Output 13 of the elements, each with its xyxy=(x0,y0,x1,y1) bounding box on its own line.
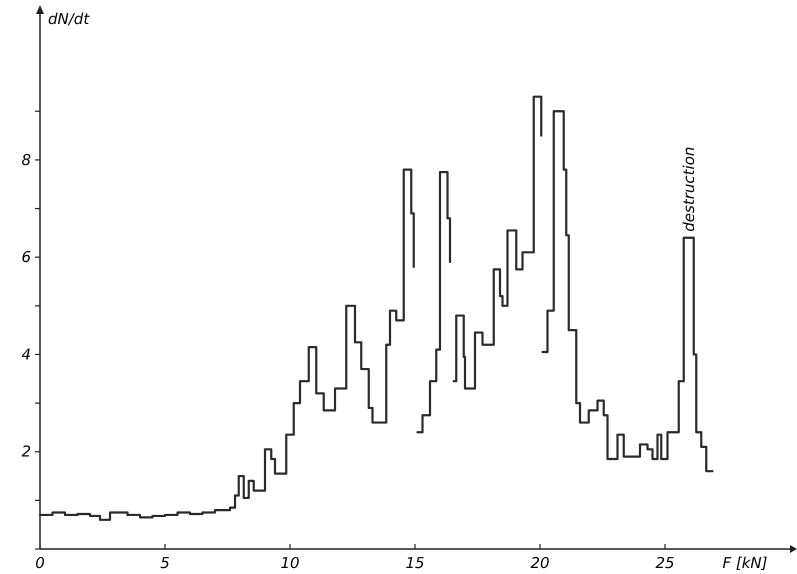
x-axis-title: F [kN] xyxy=(722,554,768,572)
x-tick-label: 25 xyxy=(655,554,675,572)
y-tick-label: 6 xyxy=(21,248,31,266)
y-tick-label: 4 xyxy=(21,345,31,364)
y-tick-label: 2 xyxy=(21,442,31,461)
y-axis-title: dN/dt xyxy=(48,10,90,28)
x-tick-label: 5 xyxy=(160,554,170,572)
x-tick-label: 15 xyxy=(405,554,425,572)
x-tick-label: 20 xyxy=(530,554,550,572)
x-tick-label: 0 xyxy=(35,554,45,572)
x-tick-label: 10 xyxy=(280,554,300,572)
annotation: destruction xyxy=(680,146,698,232)
y-tick-label: 8 xyxy=(21,150,31,169)
